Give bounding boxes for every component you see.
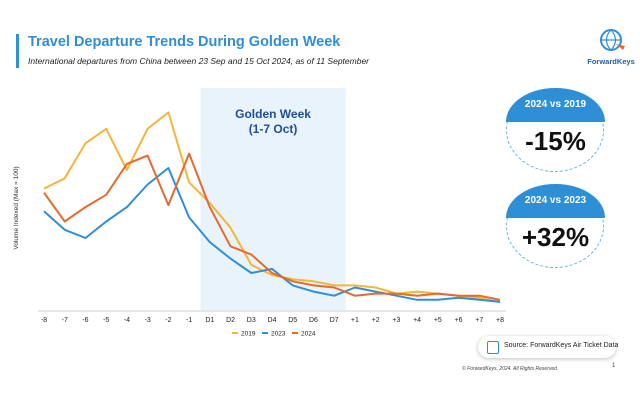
x-tick-label: +6 bbox=[455, 317, 463, 324]
page-number: 1 bbox=[612, 363, 616, 369]
legend-label-2023: 2023 bbox=[271, 331, 286, 338]
x-tick-label: -6 bbox=[82, 317, 88, 324]
logo-wordmark: ForwardKeys bbox=[587, 57, 635, 66]
x-tick-label: -5 bbox=[103, 317, 109, 324]
page-subtitle: International departures from China betw… bbox=[28, 56, 370, 66]
source-text: Source: ForwardKeys Air Ticket Data bbox=[504, 342, 619, 349]
document-search-icon bbox=[487, 341, 499, 354]
x-tick-label: +4 bbox=[413, 317, 421, 324]
x-tick-label: +2 bbox=[372, 317, 380, 324]
x-tick-label: +5 bbox=[434, 317, 442, 324]
page-title: Travel Departure Trends During Golden We… bbox=[28, 34, 341, 50]
x-tick-label: D4 bbox=[268, 317, 277, 324]
kpi-label: 2024 vs 2019 bbox=[524, 99, 587, 110]
globe-logo-icon bbox=[600, 29, 625, 51]
kpi-vs-2019: 2024 vs 2019 -15% bbox=[506, 88, 606, 174]
x-tick-label: +7 bbox=[475, 317, 483, 324]
brand-logo: ForwardKeys bbox=[583, 24, 639, 68]
kpi-value: +32% bbox=[521, 222, 590, 252]
golden-week-dates: (1-7 Oct) bbox=[249, 122, 298, 136]
x-tick-label: D1 bbox=[205, 317, 214, 324]
series-layer bbox=[43, 111, 501, 303]
golden-week-label: Golden Week bbox=[235, 107, 311, 121]
x-tick-label: -3 bbox=[145, 317, 151, 324]
title-accent-bar bbox=[16, 34, 19, 68]
kpi-vs-2023: 2024 vs 2023 +32% bbox=[506, 184, 606, 270]
y-axis-label: Volume Indexed (Max = 100) bbox=[13, 166, 20, 249]
x-tick-label: +1 bbox=[351, 317, 359, 324]
x-tick-label: D6 bbox=[309, 317, 318, 324]
source-badge: Source: ForwardKeys Air Ticket Data bbox=[478, 336, 619, 358]
x-tick-label: -7 bbox=[62, 317, 68, 324]
x-tick-label: -4 bbox=[124, 317, 130, 324]
chart-legend: 2019 2023 2024 bbox=[232, 331, 316, 338]
kpi-label: 2024 vs 2023 bbox=[524, 195, 587, 206]
copyright-footer: © ForwardKeys, 2024. All Rights Reserved… bbox=[462, 366, 559, 372]
series-line-2023 bbox=[43, 167, 501, 303]
series-line-2024 bbox=[43, 152, 501, 301]
series-line-2019 bbox=[43, 111, 501, 303]
x-tick-label: D3 bbox=[247, 317, 256, 324]
x-tick-label: D5 bbox=[288, 317, 297, 324]
legend-label-2024: 2024 bbox=[301, 331, 316, 338]
x-tick-labels: -8 -7 -6 -5 -4 -3 -2 -1 D1 D2 D3 D4 D5 D6 D7 +1 +2 +3 +4 +5… bbox=[41, 317, 504, 324]
x-tick-label: -2 bbox=[165, 317, 171, 324]
x-tick-label: +3 bbox=[392, 317, 400, 324]
x-tick-label: D7 bbox=[330, 317, 339, 324]
kpi-value: -15% bbox=[525, 126, 586, 156]
legend-label-2019: 2019 bbox=[241, 331, 256, 338]
x-tick-label: +8 bbox=[496, 317, 504, 324]
x-tick-label: -1 bbox=[186, 317, 192, 324]
x-tick-label: -8 bbox=[41, 317, 47, 324]
x-tick-label: D2 bbox=[226, 317, 235, 324]
